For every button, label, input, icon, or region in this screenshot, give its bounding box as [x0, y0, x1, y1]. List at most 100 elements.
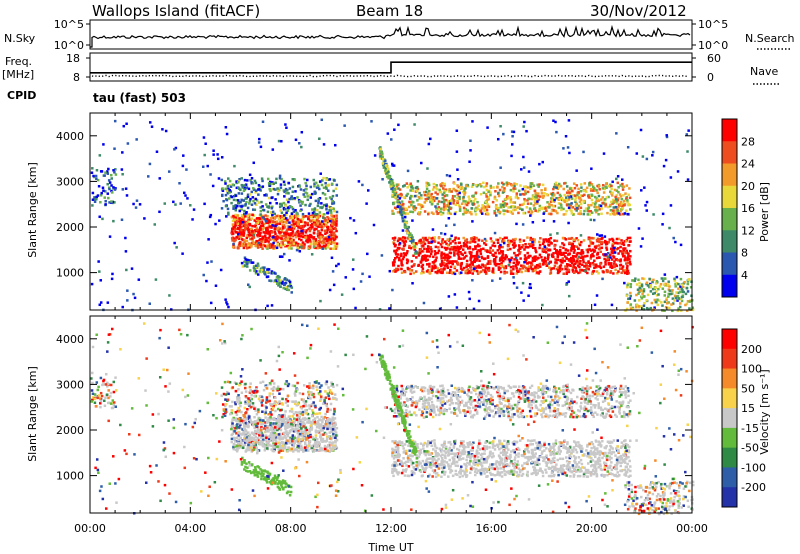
echo-point — [485, 182, 489, 185]
echo-point — [290, 240, 294, 244]
echo-point — [565, 282, 569, 285]
echo-point — [271, 148, 275, 151]
echo-point — [103, 196, 106, 199]
echo-point — [399, 254, 403, 258]
echo-point — [323, 213, 326, 216]
echo-point — [594, 209, 597, 212]
echo-point — [589, 255, 593, 258]
echo-point — [642, 288, 646, 291]
echo-point — [167, 170, 171, 173]
echo-point — [583, 193, 586, 197]
echo-point — [311, 211, 315, 215]
echo-point — [645, 281, 649, 285]
echo-point — [120, 218, 124, 222]
echo-point — [327, 178, 330, 181]
echo-point — [412, 242, 415, 246]
echo-point — [474, 191, 478, 195]
echo-point — [541, 196, 545, 199]
echo-point — [553, 247, 557, 251]
echo-point — [455, 260, 458, 263]
range-tick-label: 3000 — [56, 175, 84, 188]
echo-point — [324, 232, 327, 236]
echo-point — [266, 268, 269, 272]
echo-point — [596, 233, 599, 236]
echo-point — [405, 251, 409, 255]
echo-point — [527, 170, 531, 173]
echo-point — [192, 208, 196, 211]
echo-point — [97, 260, 100, 263]
echo-point — [409, 232, 412, 235]
echo-point — [256, 246, 260, 249]
echo-point — [262, 267, 265, 271]
echo-point — [366, 252, 369, 256]
echo-point — [612, 256, 616, 259]
echo-point — [457, 257, 461, 260]
echo-point — [664, 158, 668, 162]
echo-point — [278, 281, 282, 285]
echo-point — [284, 123, 287, 126]
echo-point — [331, 434, 335, 438]
echo-point — [558, 193, 562, 197]
echo-point — [414, 242, 418, 245]
echo-point — [518, 240, 522, 243]
echo-point — [557, 206, 561, 210]
echo-point — [132, 292, 135, 296]
echo-point — [652, 278, 655, 282]
echo-point — [393, 258, 396, 262]
echo-point — [231, 223, 235, 226]
echo-point — [619, 258, 622, 261]
echo-point — [253, 269, 256, 273]
echo-point — [640, 297, 644, 300]
echo-point — [624, 268, 627, 272]
echo-point — [442, 205, 446, 208]
echo-point — [501, 245, 504, 249]
echo-point — [442, 208, 446, 212]
echo-point — [323, 219, 327, 222]
echo-point — [497, 191, 500, 195]
echo-point — [453, 252, 456, 255]
echo-point — [261, 422, 264, 426]
echo-point — [272, 246, 275, 249]
echo-point — [540, 192, 544, 195]
echo-point — [524, 192, 528, 195]
echo-point — [463, 189, 466, 192]
echo-point — [616, 175, 620, 178]
echo-point — [278, 231, 281, 234]
echo-point — [233, 427, 236, 430]
echo-point — [549, 236, 553, 240]
echo-point — [512, 208, 515, 212]
echo-point — [216, 157, 220, 161]
echo-point — [563, 259, 567, 263]
echo-point — [268, 220, 271, 224]
echo-point — [613, 264, 616, 267]
echo-point — [524, 245, 528, 249]
echo-point — [578, 262, 582, 266]
echo-point — [663, 309, 666, 312]
echo-point — [359, 280, 363, 283]
echo-point — [614, 258, 618, 261]
echo-point — [573, 239, 576, 243]
echo-point — [267, 244, 270, 248]
echo-point — [294, 427, 298, 430]
echo-point — [492, 186, 495, 189]
echo-point — [247, 436, 250, 439]
echo-point — [649, 285, 653, 289]
echo-point — [337, 262, 340, 266]
echo-point — [270, 221, 273, 225]
echo-point — [286, 209, 290, 212]
colorbar-segment — [722, 208, 737, 231]
echo-point — [453, 223, 456, 227]
echo-point — [445, 262, 448, 266]
echo-point — [686, 178, 690, 181]
echo-point — [310, 253, 314, 256]
echo-point — [542, 263, 545, 266]
echo-point — [270, 448, 273, 451]
echo-point — [232, 242, 235, 246]
echo-point — [453, 293, 457, 296]
echo-point — [252, 421, 255, 424]
echo-point — [227, 213, 230, 216]
echo-point — [625, 249, 628, 253]
echo-point — [477, 255, 481, 259]
echo-point — [467, 201, 470, 205]
